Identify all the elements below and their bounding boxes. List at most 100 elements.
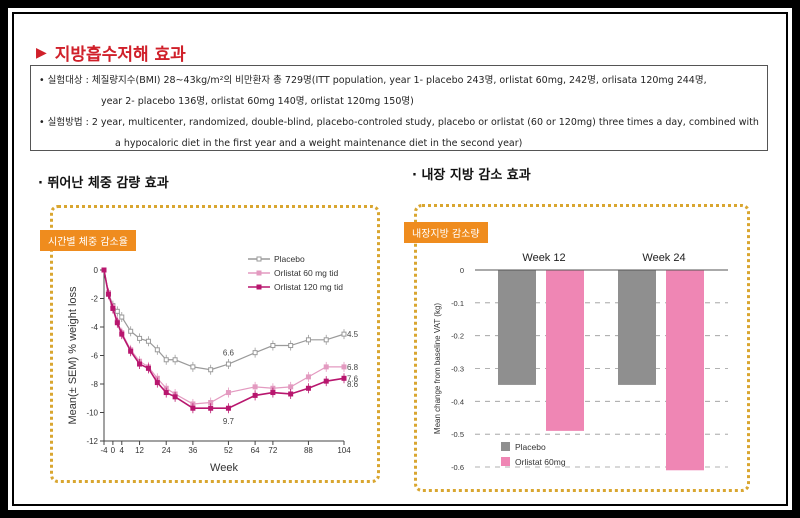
data-point (341, 364, 347, 370)
data-point (163, 357, 169, 363)
legend-label: Orlistat 120 mg tid (274, 282, 343, 292)
data-point (105, 291, 111, 297)
data-point (128, 348, 134, 354)
y-tick-label: -4 (91, 323, 99, 332)
data-point (225, 361, 231, 367)
data-point (252, 392, 258, 398)
data-point (110, 305, 116, 311)
y-tick-label: -2 (91, 295, 99, 304)
info-subjects: • 실험대상 : 체질량지수(BMI) 28~43kg/m²의 비만환자 총 7… (39, 75, 707, 86)
value-label: 6.8 (347, 363, 359, 372)
category-label: Week 24 (642, 252, 685, 264)
data-point (145, 338, 151, 344)
right-heading: · 내장 지방 감소 효과 (412, 168, 531, 183)
legend-marker (256, 270, 262, 276)
data-point (208, 367, 214, 373)
data-point (305, 385, 311, 391)
study-info-box: • 실험대상 : 체질량지수(BMI) 28~43kg/m²의 비만환자 총 7… (30, 65, 768, 151)
y-tick-label: -0.6 (451, 463, 464, 472)
y-tick-label: -0.4 (451, 397, 464, 406)
data-point (119, 331, 125, 337)
data-point (341, 331, 347, 337)
info-subjects-cont: year 2- placebo 136명, orlistat 60mg 140명… (101, 96, 414, 107)
y-tick-label: -12 (86, 437, 98, 446)
bar-week-24-1 (666, 270, 704, 471)
legend-marker (256, 284, 262, 290)
legend-label: Placebo (515, 442, 546, 452)
weight-loss-tag: 시간별 체중 감소율 (40, 230, 136, 251)
info-method: • 실험방법 : 2 year, multicenter, randomized… (39, 117, 759, 128)
data-point (270, 390, 276, 396)
x-tick-label: 88 (304, 446, 313, 455)
x-tick-label: 36 (188, 446, 197, 455)
y-axis-label: Mean(± SEM) % weight loss (67, 286, 79, 425)
data-point (172, 357, 178, 363)
data-point (190, 364, 196, 370)
y-tick-label: -0.5 (451, 430, 464, 439)
y-axis-label: Mean change from baseline VAT (kg) (433, 303, 442, 435)
legend-swatch (501, 457, 510, 466)
data-point (119, 314, 125, 320)
data-point (137, 335, 143, 341)
value-label: 7.6 (347, 374, 359, 383)
y-tick-label: 0 (460, 266, 464, 275)
left-heading: · 뛰어난 체중 감량 효과 (38, 176, 169, 191)
x-tick-label: 4 (120, 446, 125, 455)
data-point (172, 394, 178, 400)
data-point (288, 391, 294, 397)
y-tick-label: -0.2 (451, 332, 464, 341)
data-point (208, 405, 214, 411)
legend-label: Orlistat 60mg (515, 457, 566, 467)
data-point (252, 350, 258, 356)
legend-label: Placebo (274, 254, 305, 264)
bar-week-24-0 (618, 270, 656, 385)
data-point (128, 328, 134, 334)
data-point (288, 384, 294, 390)
y-tick-label: -0.3 (451, 365, 464, 374)
bar-week-12-0 (498, 270, 536, 385)
data-point (190, 405, 196, 411)
value-label: 4.5 (347, 330, 359, 339)
data-point (114, 320, 120, 326)
x-tick-label: 24 (162, 446, 171, 455)
data-point (145, 365, 151, 371)
x-axis-label: Week (210, 462, 238, 474)
data-point (137, 361, 143, 367)
data-point (163, 390, 169, 396)
data-point (288, 343, 294, 349)
y-tick-label: -6 (91, 352, 99, 361)
value-label: 6.6 (223, 349, 235, 358)
x-tick-label: 0 (111, 446, 116, 455)
y-tick-label: 0 (94, 266, 99, 275)
data-point (305, 337, 311, 343)
data-point (225, 390, 231, 396)
slide-title: ▶ 지방흡수저해 효과 (36, 40, 186, 66)
legend-swatch (501, 442, 510, 451)
data-point (323, 378, 329, 384)
legend-label: Orlistat 60 mg tid (274, 268, 339, 278)
data-point (323, 337, 329, 343)
x-tick-label: 12 (135, 446, 144, 455)
y-tick-label: -0.1 (451, 299, 464, 308)
data-point (323, 364, 329, 370)
data-point (341, 375, 347, 381)
value-label: 8.6 (347, 380, 359, 389)
x-tick-label: -4 (100, 446, 108, 455)
category-label: Week 12 (522, 252, 565, 264)
vat-tag: 내장지방 감소량 (404, 222, 488, 243)
data-point (225, 405, 231, 411)
data-point (270, 343, 276, 349)
bar-week-12-1 (546, 270, 584, 431)
info-method-cont: a hypocaloric diet in the first year and… (115, 138, 523, 149)
x-tick-label: 72 (268, 446, 277, 455)
data-point (252, 384, 258, 390)
data-point (114, 308, 120, 314)
value-label: 9.7 (223, 417, 235, 426)
weight-loss-panel (50, 205, 380, 483)
y-tick-label: -8 (91, 380, 99, 389)
legend-marker (256, 256, 262, 262)
title-text: 지방흡수저해 효과 (54, 45, 186, 65)
y-tick-label: -10 (86, 409, 98, 418)
data-point (305, 374, 311, 380)
